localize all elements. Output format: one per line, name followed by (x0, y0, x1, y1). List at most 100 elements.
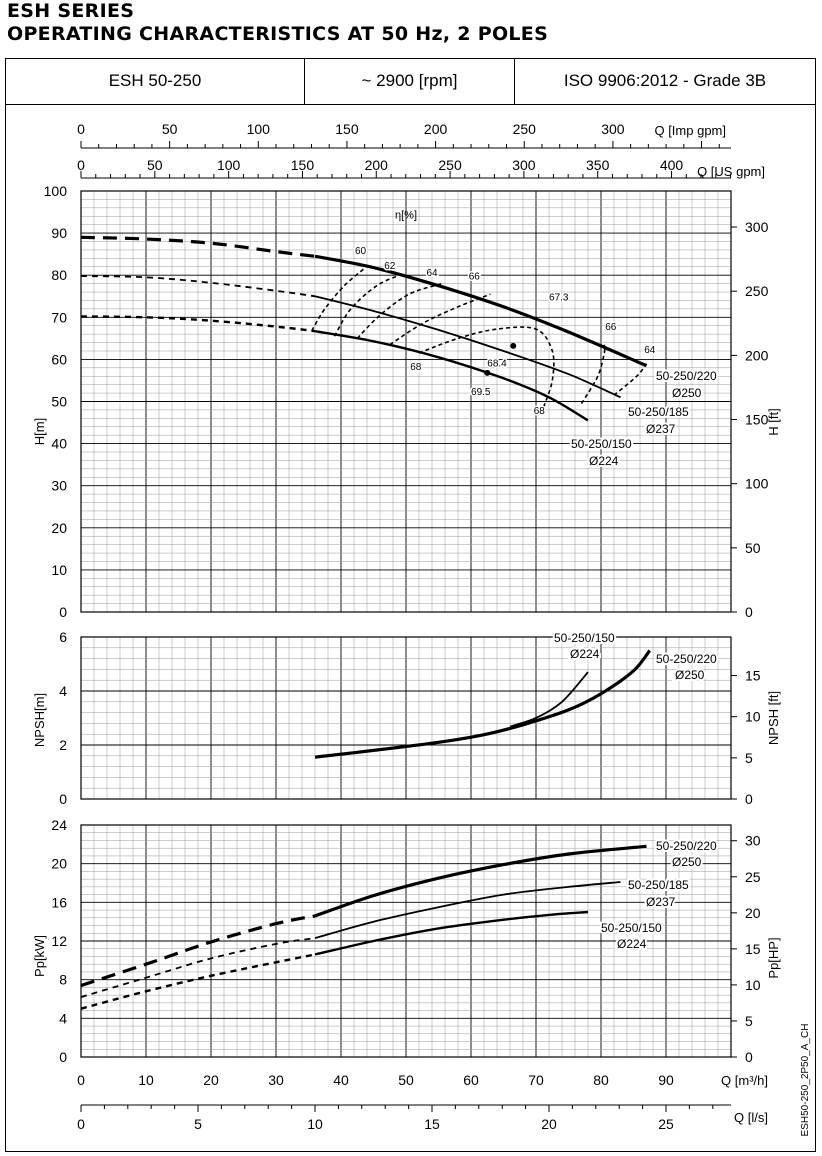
p-kw-tick-label: 24 (51, 817, 67, 833)
efficiency-label: 62 (384, 261, 396, 272)
p-hp-tick-label: 10 (745, 977, 761, 993)
m3h-tick-label: 80 (593, 1072, 609, 1088)
npsh-curve-50-250-220 (314, 649, 652, 759)
h-ft-tick-label: 300 (745, 219, 769, 235)
series-label: Ø224 (589, 454, 619, 468)
efficiency-label: 60 (355, 246, 367, 257)
side-code: ESH50-250_2P50_A_CH (800, 1024, 811, 1137)
us-gpm-tick-label: 50 (147, 157, 163, 173)
grid (80, 824, 732, 1058)
m3h-tick-label: 20 (203, 1072, 219, 1088)
imp-gpm-tick-label: 0 (77, 121, 85, 137)
series-label: 50-250/150 (554, 631, 615, 645)
efficiency-label: 66 (605, 322, 617, 333)
imp-gpm-tick-label: 100 (247, 121, 271, 137)
efficiency-label: 64 (644, 345, 656, 356)
efficiency-curve-66 (389, 293, 491, 346)
h-ft-tick-label: 100 (745, 476, 769, 492)
npsh-ft-axis-label: NPSH [ft] (766, 691, 781, 745)
series-label: Ø250 (672, 386, 702, 400)
series-label: 50-250/185 (628, 878, 689, 892)
head-curve-50-250-220 (314, 254, 648, 368)
series-label: Ø250 (675, 668, 705, 682)
imp-gpm-tick-label: 200 (424, 121, 448, 137)
model-cell: ESH 50-250 (6, 58, 305, 105)
h-ft-tick-label: 50 (745, 540, 761, 556)
h-m-tick-label: 10 (51, 562, 67, 578)
efficiency-label: 66 (469, 271, 481, 282)
efficiency-axis-label: η[%] (395, 209, 417, 221)
header-series: ESH SERIES (7, 0, 135, 22)
p-hp-tick-label: 25 (745, 869, 761, 885)
us-gpm-axis-label: Q [US gpm] (697, 164, 765, 179)
efficiency-curve-64 (613, 363, 648, 396)
h-m-tick-label: 60 (51, 351, 67, 367)
npsh-m-axis-label: NPSH[m] (32, 693, 47, 747)
p-hp-tick-label: 5 (745, 1013, 753, 1029)
p-kw-tick-label: 0 (59, 1049, 67, 1065)
p-hp-tick-label: 0 (745, 1049, 753, 1065)
efficiency-label: 68 (410, 362, 422, 373)
efficiency-label: 68.4 (487, 359, 507, 370)
ls-tick-label: 15 (424, 1116, 440, 1132)
efficiency-label: 64 (426, 268, 438, 279)
power-curve-50-250-185 (314, 881, 621, 939)
h-m-tick-label: 70 (51, 309, 67, 325)
m3h-tick-label: 40 (333, 1072, 349, 1088)
speed-cell: ~ 2900 [rpm] (305, 58, 515, 105)
h-m-tick-label: 20 (51, 520, 67, 536)
m3h-tick-label: 50 (398, 1072, 414, 1088)
standard-label: ISO 9906:2012 - Grade 3B (563, 71, 767, 90)
us-gpm-tick-label: 350 (586, 157, 610, 173)
power-curve-50-250-185-dashed (80, 937, 316, 998)
head-curve-50-250-150 (314, 330, 589, 422)
p-kw-tick-label: 8 (59, 972, 67, 988)
npsh-m-tick-label: 0 (59, 791, 67, 807)
m3h-tick-label: 60 (463, 1072, 479, 1088)
series-label: 50-250/220 (656, 652, 717, 666)
bep-marker (484, 369, 491, 376)
p-kw-axis-label: Pp[kW] (32, 935, 47, 977)
npsh-m-tick-label: 6 (59, 629, 67, 645)
efficiency-label: 67.3 (549, 292, 569, 303)
m3h-axis-label: Q [m³/h] (721, 1073, 768, 1088)
power-curve-50-250-150 (314, 910, 589, 956)
bep-marker (510, 342, 517, 349)
efficiency-curve-68 (418, 326, 555, 407)
grid (80, 190, 732, 613)
imp-gpm-tick-label: 300 (601, 121, 625, 137)
m3h-tick-label: 90 (658, 1072, 674, 1088)
npsh-ft-tick-label: 5 (745, 750, 753, 766)
h-m-tick-label: 40 (51, 436, 67, 452)
npsh-ft-tick-label: 15 (745, 668, 761, 684)
npsh-m-tick-label: 4 (59, 683, 67, 699)
h-m-tick-label: 30 (51, 478, 67, 494)
m3h-tick-label: 70 (528, 1072, 544, 1088)
ls-tick-label: 25 (658, 1116, 674, 1132)
us-gpm-tick-label: 200 (365, 157, 389, 173)
head-curve-50-250-220-dashed (80, 235, 316, 258)
us-gpm-tick-label: 250 (438, 157, 462, 173)
power-curve-50-250-150-dashed (80, 953, 316, 1010)
header-title: OPERATING CHARACTERISTICS AT 50 Hz, 2 PO… (7, 23, 549, 45)
imp-gpm-tick-label: 50 (162, 121, 178, 137)
p-hp-tick-label: 15 (745, 941, 761, 957)
efficiency-curve-64 (356, 282, 443, 339)
efficiency-label: 69.5 (471, 387, 491, 398)
npsh-curve-50-250-150 (509, 671, 589, 728)
model-label: ESH 50-250 (108, 71, 202, 90)
chart-frame (5, 58, 816, 1152)
efficiency-curve-62 (333, 274, 400, 337)
series-label: 50-250/220 (656, 369, 717, 383)
us-gpm-tick-label: 400 (660, 157, 684, 173)
series-label: 50-250/150 (601, 921, 662, 935)
efficiency-curve-60 (311, 268, 365, 332)
series-label: 50-250/150 (571, 437, 632, 451)
series-label: Ø237 (646, 422, 676, 436)
series-label: Ø250 (672, 855, 702, 869)
h-m-axis-label: H[m] (32, 418, 47, 445)
series-label: Ø224 (570, 647, 600, 661)
h-ft-tick-label: 150 (745, 412, 769, 428)
p-kw-tick-label: 20 (51, 856, 67, 872)
